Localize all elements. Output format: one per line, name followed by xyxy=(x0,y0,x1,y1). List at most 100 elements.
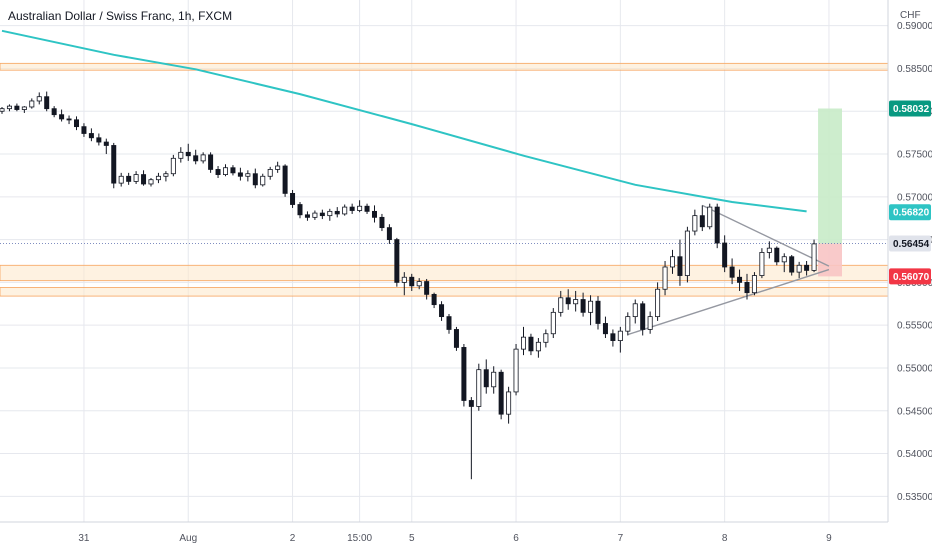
time-axis: 31 Aug 2 15:00 5 6 7 8 9 xyxy=(78,533,832,544)
candle-down xyxy=(364,205,370,212)
price-tick-label: 0.59000 xyxy=(897,21,932,32)
candle-up xyxy=(476,369,482,407)
candle-down xyxy=(453,329,459,348)
candle-down xyxy=(714,206,720,244)
price-axis: 0.590000.585000.580000.575000.570000.565… xyxy=(897,21,932,503)
trendline xyxy=(701,204,830,267)
candle-up xyxy=(178,151,184,159)
candle-up xyxy=(670,256,676,268)
candle-down xyxy=(565,297,571,305)
candle-down xyxy=(237,172,243,177)
long-position-tool xyxy=(0,108,888,277)
price-tick-label: 0.58500 xyxy=(897,64,932,75)
candle-up xyxy=(260,175,266,186)
price-tag-label: 0.56454 xyxy=(893,239,930,250)
candle-down xyxy=(431,293,437,306)
candle-up xyxy=(781,256,787,263)
candle-down xyxy=(51,108,57,116)
time-tick-label: 8 xyxy=(722,533,728,544)
candle-down xyxy=(81,126,87,134)
candle-down xyxy=(141,174,147,185)
price-tag-price xyxy=(889,235,931,252)
candle-up xyxy=(655,288,661,318)
candle-down xyxy=(722,242,728,268)
moving-average xyxy=(1,29,807,213)
candle-up xyxy=(684,230,690,276)
currency-label: CHF xyxy=(900,10,921,21)
candle-up xyxy=(21,106,27,110)
candle-up xyxy=(521,336,527,350)
time-tick-label: 2 xyxy=(290,533,296,544)
price-tick-label: 0.53500 xyxy=(897,492,932,503)
time-tick-label: 31 xyxy=(78,533,90,544)
candle-down xyxy=(193,155,199,162)
price-tag-label: 0.56820 xyxy=(893,208,930,219)
candle-down xyxy=(424,281,430,295)
candle-up xyxy=(155,175,161,181)
candle-down xyxy=(737,276,743,283)
candle-down xyxy=(282,165,288,194)
candle-down xyxy=(88,133,94,139)
candle-down xyxy=(595,300,601,324)
candle-down xyxy=(14,105,20,110)
candle-up xyxy=(357,205,363,211)
candle-up xyxy=(245,173,251,177)
candle-down xyxy=(439,304,445,318)
candle-up xyxy=(133,174,139,182)
candle-up xyxy=(506,391,512,415)
candle-up xyxy=(550,311,556,335)
target-zone xyxy=(818,108,842,244)
candle-up xyxy=(588,300,594,313)
candle-up xyxy=(163,173,169,177)
candle-down xyxy=(744,281,750,294)
candle-down xyxy=(602,323,608,335)
price-tag-ma xyxy=(889,204,931,221)
candle-up xyxy=(662,266,668,290)
candle-down xyxy=(804,264,810,271)
candle-down xyxy=(297,204,303,216)
price-tags: 0.58032 0.56820 0.56454 0.56070 xyxy=(889,100,931,285)
candle-down xyxy=(304,214,310,218)
price-tick-label: 0.55000 xyxy=(897,363,932,374)
candle-up xyxy=(707,206,713,228)
candle-down xyxy=(409,276,415,287)
candle-up xyxy=(751,275,757,294)
price-tick-label: 0.55500 xyxy=(897,321,932,332)
candle-down xyxy=(349,206,355,211)
candle-up xyxy=(416,281,422,287)
candle-down xyxy=(446,316,452,330)
candle-up xyxy=(513,348,519,393)
chart-title: Australian Dollar / Swiss Franc, 1h, FXC… xyxy=(8,9,232,23)
triangle-trendlines xyxy=(627,204,830,336)
price-tick-label: 0.57500 xyxy=(897,150,932,161)
candle-up xyxy=(692,215,698,232)
price-tag-stop xyxy=(889,268,931,285)
price-tick-label: 0.54000 xyxy=(897,449,932,460)
candle-down xyxy=(371,210,377,218)
candle-down xyxy=(126,175,132,182)
candle-up xyxy=(312,212,318,218)
candle-up xyxy=(148,179,154,185)
candle-down xyxy=(44,96,50,110)
candle-down xyxy=(729,266,735,278)
candle-up xyxy=(632,303,638,318)
price-tick-label: 0.54500 xyxy=(897,406,932,417)
candle-down xyxy=(386,227,392,241)
candle-down xyxy=(230,167,236,174)
grid xyxy=(0,0,888,522)
candle-down xyxy=(290,192,296,205)
candle-down xyxy=(610,333,616,341)
candle-down xyxy=(379,216,385,229)
candle-down xyxy=(208,154,214,170)
candle-up xyxy=(543,333,549,343)
candle-up xyxy=(811,243,817,271)
candle-up xyxy=(796,264,802,273)
candle-up xyxy=(36,96,42,102)
candle-down xyxy=(699,215,705,228)
candle-up xyxy=(342,206,348,215)
candle-up xyxy=(535,341,541,352)
price-tick-label: 0.57000 xyxy=(897,192,932,203)
price-tag-target xyxy=(889,100,931,117)
trendline xyxy=(627,268,830,336)
